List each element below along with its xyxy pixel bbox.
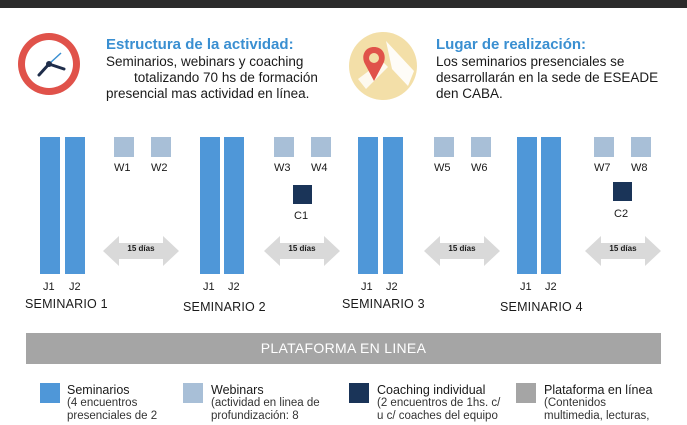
webinar-3-square <box>274 137 294 157</box>
structure-line-2: totalizando 70 hs de formación <box>134 70 318 85</box>
interval-arrow-3 <box>424 234 500 268</box>
interval-label-1: 15 días <box>127 244 155 253</box>
seminar-4-day-1-bar <box>517 137 537 274</box>
seminar-1-day-2-bar <box>65 137 85 274</box>
webinar-2-square <box>151 137 171 157</box>
seminar-2-day-1-label: J1 <box>203 281 215 293</box>
legend-coaching-line-2: u c/ coaches del equipo <box>377 410 498 422</box>
webinar-7-square <box>594 137 614 157</box>
webinar-4-square <box>311 137 331 157</box>
webinar-5-square <box>434 137 454 157</box>
seminar-3-label: SEMINARIO 3 <box>342 297 425 311</box>
location-line-2: desarrollarán en la sede de ESEADE <box>436 70 659 85</box>
webinar-7-label: W7 <box>594 162 611 174</box>
location-line-3: den CABA. <box>436 86 503 101</box>
webinar-8-label: W8 <box>631 162 648 174</box>
structure-line-3: presencial mas actividad en línea. <box>106 86 310 101</box>
seminar-3-day-1-bar <box>358 137 378 274</box>
legend-coaching-title: Coaching individual <box>377 383 486 397</box>
structure-line-1: Seminarios, webinars y coaching <box>106 54 304 69</box>
interval-arrow-2 <box>264 234 340 268</box>
seminar-4-day-2-bar <box>541 137 561 274</box>
webinar-2-label: W2 <box>151 162 168 174</box>
seminar-1-day-2-label: J2 <box>69 281 81 293</box>
seminar-4-day-2-label: J2 <box>545 281 557 293</box>
legend-webinar-title: Webinars <box>211 383 264 397</box>
webinar-6-label: W6 <box>471 162 488 174</box>
legend-seminar-line-1: (4 encuentros <box>67 397 138 409</box>
top-banner-strip <box>0 0 687 8</box>
legend-webinar-swatch <box>183 383 203 403</box>
seminar-1-label: SEMINARIO 1 <box>25 297 108 311</box>
seminar-3-day-2-label: J2 <box>386 281 398 293</box>
platform-bar: PLATAFORMA EN LINEA <box>26 333 661 364</box>
legend-coaching-line-1: (2 encuentros de 1hs. c/ <box>377 397 501 409</box>
webinar-4-label: W4 <box>311 162 328 174</box>
legend-coaching-swatch <box>349 383 369 403</box>
webinar-3-label: W3 <box>274 162 291 174</box>
webinar-1-square <box>114 137 134 157</box>
legend-seminar-title: Seminarios <box>67 383 130 397</box>
interval-label-4: 15 días <box>609 244 637 253</box>
legend-webinar-line-1: (actividad en linea de <box>211 397 320 409</box>
webinar-8-square <box>631 137 651 157</box>
seminar-4-label: SEMINARIO 4 <box>500 300 583 314</box>
webinar-5-label: W5 <box>434 162 451 174</box>
location-line-1: Los seminarios presenciales se <box>436 54 625 69</box>
legend-platform-line-1: (Contenidos <box>544 397 607 409</box>
coaching-1-square <box>293 185 312 204</box>
interval-arrow-1 <box>103 234 179 268</box>
seminar-3-day-2-bar <box>383 137 403 274</box>
legend-platform-swatch <box>516 383 536 403</box>
map-pin-icon <box>348 31 417 100</box>
location-heading: Lugar de realización: <box>436 36 587 53</box>
seminar-2-day-1-bar <box>200 137 220 274</box>
coaching-2-label: C2 <box>614 208 629 220</box>
coaching-2-square <box>613 182 632 201</box>
webinar-1-label: W1 <box>114 162 131 174</box>
seminar-3-day-1-label: J1 <box>361 281 373 293</box>
seminar-2-label: SEMINARIO 2 <box>183 300 266 314</box>
interval-label-3: 15 días <box>448 244 476 253</box>
seminar-4-day-1-label: J1 <box>520 281 532 293</box>
legend-platform-line-2: multimedia, lecturas, <box>544 410 650 422</box>
clock-icon <box>17 32 81 96</box>
seminar-1-day-1-label: J1 <box>43 281 55 293</box>
interval-label-2: 15 días <box>288 244 316 253</box>
webinar-6-square <box>471 137 491 157</box>
coaching-1-label: C1 <box>294 210 309 222</box>
legend-seminar-swatch <box>40 383 60 403</box>
seminar-2-day-2-bar <box>224 137 244 274</box>
legend-webinar-line-2: profundización: 8 <box>211 410 299 422</box>
legend-platform-title: Plataforma en línea <box>544 383 653 397</box>
structure-heading: Estructura de la actividad: <box>106 36 294 53</box>
seminar-1-day-1-bar <box>40 137 60 274</box>
legend-seminar-line-2: presenciales de 2 <box>67 410 158 422</box>
seminar-2-day-2-label: J2 <box>228 281 240 293</box>
interval-arrow-4 <box>585 234 661 268</box>
